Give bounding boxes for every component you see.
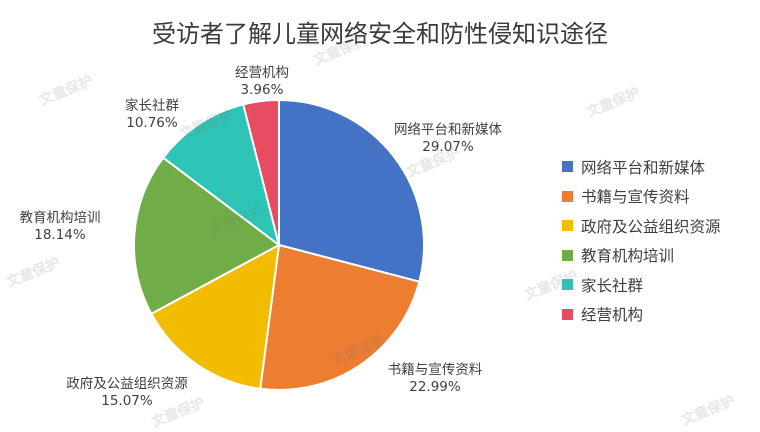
slice-label-value-5: 10.76%: [126, 115, 178, 131]
slice-label-name-2: 书籍与宣传资料: [388, 361, 483, 378]
legend-label: 网络平台和新媒体: [581, 158, 706, 177]
legend-label: 书籍与宣传资料: [581, 188, 690, 207]
legend-label: 教育机构培训: [581, 247, 675, 266]
legend-swatch: [562, 249, 573, 261]
legend-swatch: [562, 161, 573, 173]
legend-item-5: 家长社群: [562, 270, 758, 300]
legend-item-3: 政府及公益组织资源: [562, 211, 758, 241]
legend-item-4: 教育机构培训: [562, 241, 758, 271]
slice-label-value-4: 18.14%: [34, 227, 86, 243]
slice-label-name-5: 家长社群: [125, 97, 179, 114]
legend-item-6: 经营机构: [562, 300, 758, 330]
chart-legend: 网络平台和新媒体 书籍与宣传资料政府及公益组织资源 教育机构培训 家长社群经营机构: [562, 152, 758, 329]
slice-label-value-2: 22.99%: [409, 379, 461, 395]
legend-item-2: 书籍与宣传资料: [562, 182, 758, 212]
pie-slice-3: [149, 243, 281, 390]
legend-label: 政府及公益组织资源: [581, 217, 721, 236]
legend-swatch: [562, 220, 573, 232]
legend-label: 经营机构: [581, 306, 644, 325]
pie-slice-4: [133, 156, 281, 316]
slice-label-name-3: 政府及公益组织资源: [66, 376, 188, 392]
slice-label-name-1: 网络平台和新媒体: [394, 122, 502, 138]
slice-label-name-4: 教育机构培训: [20, 210, 101, 226]
pie-slice-2: [259, 243, 421, 391]
slice-label-value-6: 3.96%: [241, 82, 284, 98]
slice-label-name-6: 经营机构: [235, 65, 289, 81]
pie-slices: [133, 98, 425, 391]
chart-title: 受访者了解儿童网络安全和防性侵知识途径: [152, 20, 608, 48]
slice-label-value-1: 29.07%: [422, 139, 474, 155]
slice-label-value-3: 15.07%: [101, 393, 153, 409]
legend-swatch: [562, 190, 573, 202]
pie-slice-1: [278, 98, 425, 283]
pie-slice-5: [161, 103, 281, 248]
legend-item-1: 网络平台和新媒体: [562, 152, 758, 182]
legend-label: 家长社群: [581, 276, 644, 295]
legend-swatch: [562, 279, 573, 291]
legend-swatch: [562, 308, 573, 320]
pie-slice-6: [242, 98, 280, 246]
